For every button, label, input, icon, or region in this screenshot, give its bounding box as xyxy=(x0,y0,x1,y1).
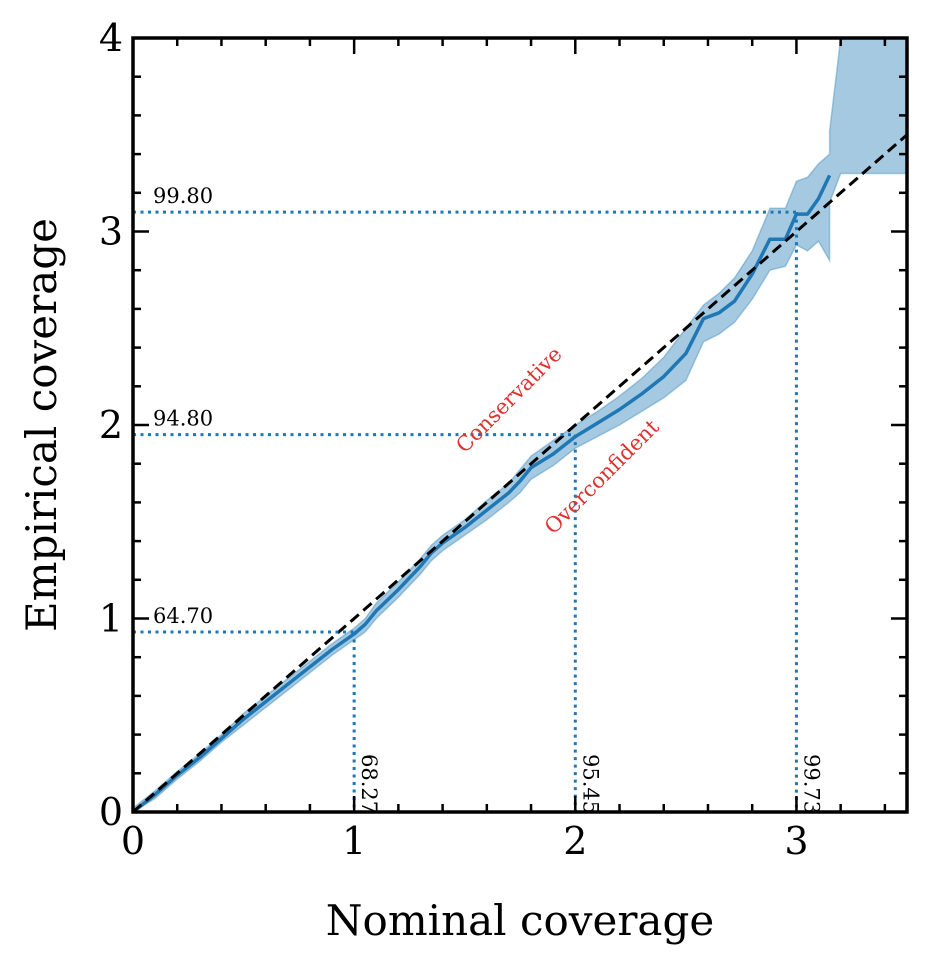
y-axis-title: Empirical coverage xyxy=(17,218,66,632)
y-tick-label-2: 2 xyxy=(99,403,123,447)
x-tick-label-1: 1 xyxy=(342,819,366,863)
series-line-empirical xyxy=(133,174,832,812)
reference-x-label-1: 95.45 xyxy=(578,754,602,814)
reference-y-label-0: 64.70 xyxy=(153,604,213,628)
axis-labels: 64.70 68.27 94.80 95.45 99.80 99.73 Conservati… xyxy=(99,16,824,863)
x-axis-title: Nominal coverage xyxy=(326,896,714,945)
confidence-band xyxy=(133,38,907,812)
x-tick-label-2: 2 xyxy=(563,819,587,863)
plot-frame xyxy=(131,36,909,814)
axis-ticks xyxy=(131,36,907,814)
reference-y-label-1: 94.80 xyxy=(153,407,213,431)
reference-x-label-0: 68.27 xyxy=(357,754,381,814)
reference-lines xyxy=(133,210,798,812)
x-tick-label-3: 3 xyxy=(784,819,808,863)
y-tick-label-4: 4 xyxy=(99,16,123,60)
annotation-conservative: Conservative xyxy=(451,342,566,457)
x-tick-label-0: 0 xyxy=(121,819,145,863)
series-line-diagonal xyxy=(133,133,907,812)
y-tick-label-1: 1 xyxy=(99,597,123,641)
reference-x-label-2: 99.73 xyxy=(799,754,823,814)
reference-y-label-2: 99.80 xyxy=(153,184,213,208)
plot-area xyxy=(133,38,907,812)
y-tick-label-3: 3 xyxy=(99,210,123,254)
y-tick-label-0: 0 xyxy=(99,790,123,834)
